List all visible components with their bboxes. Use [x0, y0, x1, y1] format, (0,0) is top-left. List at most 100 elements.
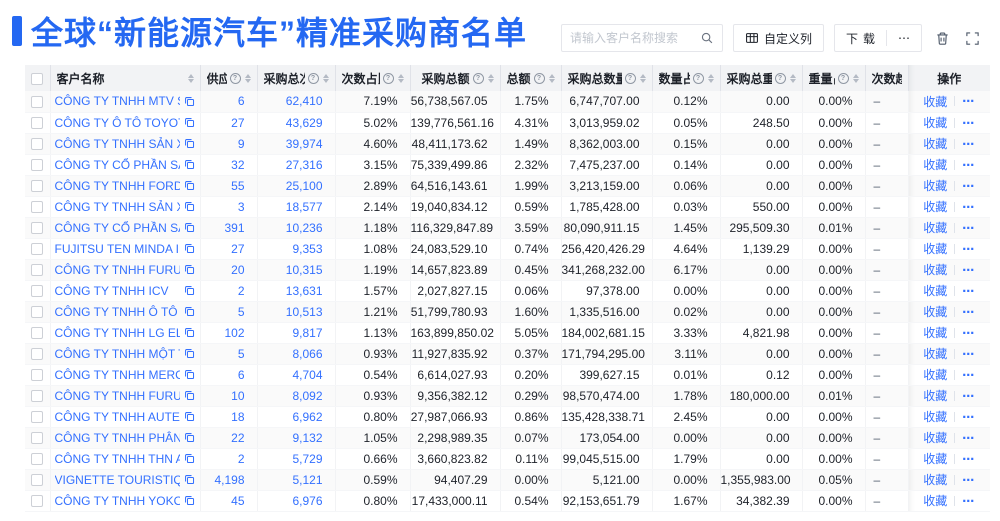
- customer-name-link[interactable]: CÔNG TY TNHH LG ELECTRON...: [54, 325, 180, 340]
- cell-supplier[interactable]: 6: [237, 367, 245, 382]
- copy-icon[interactable]: [184, 306, 195, 317]
- row-checkbox[interactable]: [31, 474, 44, 487]
- customer-name-link[interactable]: CÔNG TY TNHH ICV: [54, 283, 169, 298]
- customer-name-link[interactable]: CÔNG TY TNHH SẢN XUẤT VÀ ...: [54, 136, 180, 151]
- column-header-purchases[interactable]: 采购总次数: [257, 65, 336, 91]
- cell-purchases[interactable]: 4,704: [292, 367, 323, 382]
- info-icon[interactable]: [624, 72, 636, 84]
- cell-supplier[interactable]: 9: [237, 136, 245, 151]
- sort-icon[interactable]: [789, 73, 796, 83]
- customer-name-link[interactable]: CÔNG TY TNHH SẢN XUẤT VÀ ...: [54, 199, 180, 214]
- favorite-link[interactable]: 收藏: [923, 473, 948, 487]
- row-checkbox[interactable]: [31, 327, 44, 340]
- favorite-link[interactable]: 收藏: [923, 410, 948, 424]
- row-more-icon[interactable]: ⋯: [962, 304, 976, 319]
- row-checkbox[interactable]: [31, 138, 44, 151]
- row-checkbox[interactable]: [31, 369, 44, 382]
- cell-supplier[interactable]: 391: [224, 220, 245, 235]
- cell-supplier[interactable]: 4,198: [214, 472, 245, 487]
- row-checkbox[interactable]: [31, 222, 44, 235]
- column-header-amount[interactable]: 采购总额: [410, 65, 501, 91]
- row-more-icon[interactable]: ⋯: [962, 136, 976, 151]
- column-header-count_pct[interactable]: 次数占比: [335, 65, 411, 91]
- info-icon[interactable]: [774, 72, 786, 84]
- cell-supplier[interactable]: 102: [224, 325, 245, 340]
- row-more-icon[interactable]: ⋯: [962, 451, 976, 466]
- sort-icon[interactable]: [487, 73, 494, 83]
- sort-icon[interactable]: [852, 73, 859, 83]
- cell-purchases[interactable]: 13,631: [285, 283, 323, 298]
- cell-purchases[interactable]: 39,974: [285, 136, 323, 151]
- row-more-icon[interactable]: ⋯: [962, 262, 976, 277]
- row-checkbox[interactable]: [31, 159, 44, 172]
- select-all-checkbox[interactable]: [31, 72, 44, 85]
- row-more-icon[interactable]: ⋯: [962, 178, 976, 193]
- copy-icon[interactable]: [184, 369, 195, 380]
- row-checkbox[interactable]: [31, 453, 44, 466]
- favorite-link[interactable]: 收藏: [923, 158, 948, 172]
- cell-supplier[interactable]: 6: [237, 94, 245, 109]
- column-header-amount_pct[interactable]: 总额占比: [500, 65, 562, 91]
- sort-icon[interactable]: [244, 73, 251, 83]
- customer-name-link[interactable]: FUJITSU TEN MINDA INDIA PVT...: [54, 241, 180, 256]
- cell-supplier[interactable]: 22: [231, 430, 245, 445]
- customer-name-link[interactable]: CÔNG TY TNHH THN AUTOPAR...: [54, 451, 180, 466]
- customer-name-link[interactable]: CÔNG TY TNHH FURUKAWA A...: [54, 388, 180, 403]
- customer-name-link[interactable]: CÔNG TY TNHH PHÂN PHỐI T...: [54, 430, 180, 445]
- favorite-link[interactable]: 收藏: [923, 452, 948, 466]
- cell-supplier[interactable]: 2: [237, 451, 245, 466]
- sort-icon[interactable]: [707, 73, 714, 83]
- row-more-icon[interactable]: ⋯: [962, 199, 976, 214]
- cell-purchases[interactable]: 9,817: [292, 325, 323, 340]
- cell-supplier[interactable]: 20: [231, 262, 245, 277]
- column-header-supplier[interactable]: 供应商: [200, 65, 258, 91]
- info-icon[interactable]: [229, 72, 241, 84]
- favorite-link[interactable]: 收藏: [923, 179, 948, 193]
- favorite-link[interactable]: 收藏: [923, 263, 948, 277]
- copy-icon[interactable]: [184, 138, 195, 149]
- row-more-icon[interactable]: ⋯: [962, 388, 976, 403]
- row-more-icon[interactable]: ⋯: [962, 157, 976, 172]
- cell-supplier[interactable]: 3: [237, 199, 245, 214]
- cell-supplier[interactable]: 27: [231, 241, 245, 256]
- favorite-link[interactable]: 收藏: [923, 94, 948, 109]
- row-more-icon[interactable]: ⋯: [962, 367, 976, 382]
- copy-icon[interactable]: [184, 495, 195, 506]
- customer-name-link[interactable]: CÔNG TY TNHH MTV SẢN XUẤ...: [54, 94, 180, 109]
- copy-icon[interactable]: [184, 243, 195, 254]
- favorite-link[interactable]: 收藏: [923, 326, 948, 340]
- favorite-link[interactable]: 收藏: [923, 221, 948, 235]
- favorite-link[interactable]: 收藏: [923, 347, 948, 361]
- sort-icon[interactable]: [397, 73, 404, 83]
- customer-name-link[interactable]: CÔNG TY TNHH FURUKAWA A...: [54, 262, 180, 277]
- favorite-link[interactable]: 收藏: [923, 284, 948, 298]
- column-header-name[interactable]: 客户名称: [50, 65, 201, 91]
- copy-icon[interactable]: [184, 96, 195, 107]
- copy-icon[interactable]: [184, 159, 195, 170]
- favorite-link[interactable]: 收藏: [923, 494, 948, 508]
- row-more-icon[interactable]: ⋯: [962, 115, 976, 130]
- copy-icon[interactable]: [184, 222, 195, 233]
- row-checkbox[interactable]: [31, 390, 44, 403]
- favorite-link[interactable]: 收藏: [923, 368, 948, 382]
- favorite-link[interactable]: 收藏: [923, 431, 948, 445]
- customer-name-link[interactable]: CÔNG TY CỔ PHẦN SẢN XUẤT...: [54, 157, 180, 172]
- cell-supplier[interactable]: 27: [231, 115, 245, 130]
- cell-purchases[interactable]: 43,629: [285, 115, 323, 130]
- sort-icon[interactable]: [548, 73, 555, 83]
- row-more-icon[interactable]: ⋯: [962, 325, 976, 340]
- cell-purchases[interactable]: 9,132: [292, 430, 323, 445]
- info-icon[interactable]: [837, 72, 849, 84]
- copy-icon[interactable]: [184, 180, 195, 191]
- info-icon[interactable]: [472, 72, 484, 84]
- customer-name-link[interactable]: CÔNG TY TNHH AUTEL VIỆT N...: [54, 409, 180, 424]
- cell-purchases[interactable]: 8,066: [292, 346, 323, 361]
- column-header-qty_pct[interactable]: 数量占比: [652, 65, 721, 91]
- favorite-link[interactable]: 收藏: [923, 242, 948, 256]
- cell-purchases[interactable]: 25,100: [285, 178, 323, 193]
- cell-purchases[interactable]: 62,410: [285, 94, 323, 109]
- cell-supplier[interactable]: 55: [231, 178, 245, 193]
- column-header-weight[interactable]: 采购总重量: [720, 65, 803, 91]
- sort-icon[interactable]: [639, 73, 646, 83]
- cell-purchases[interactable]: 10,513: [285, 304, 323, 319]
